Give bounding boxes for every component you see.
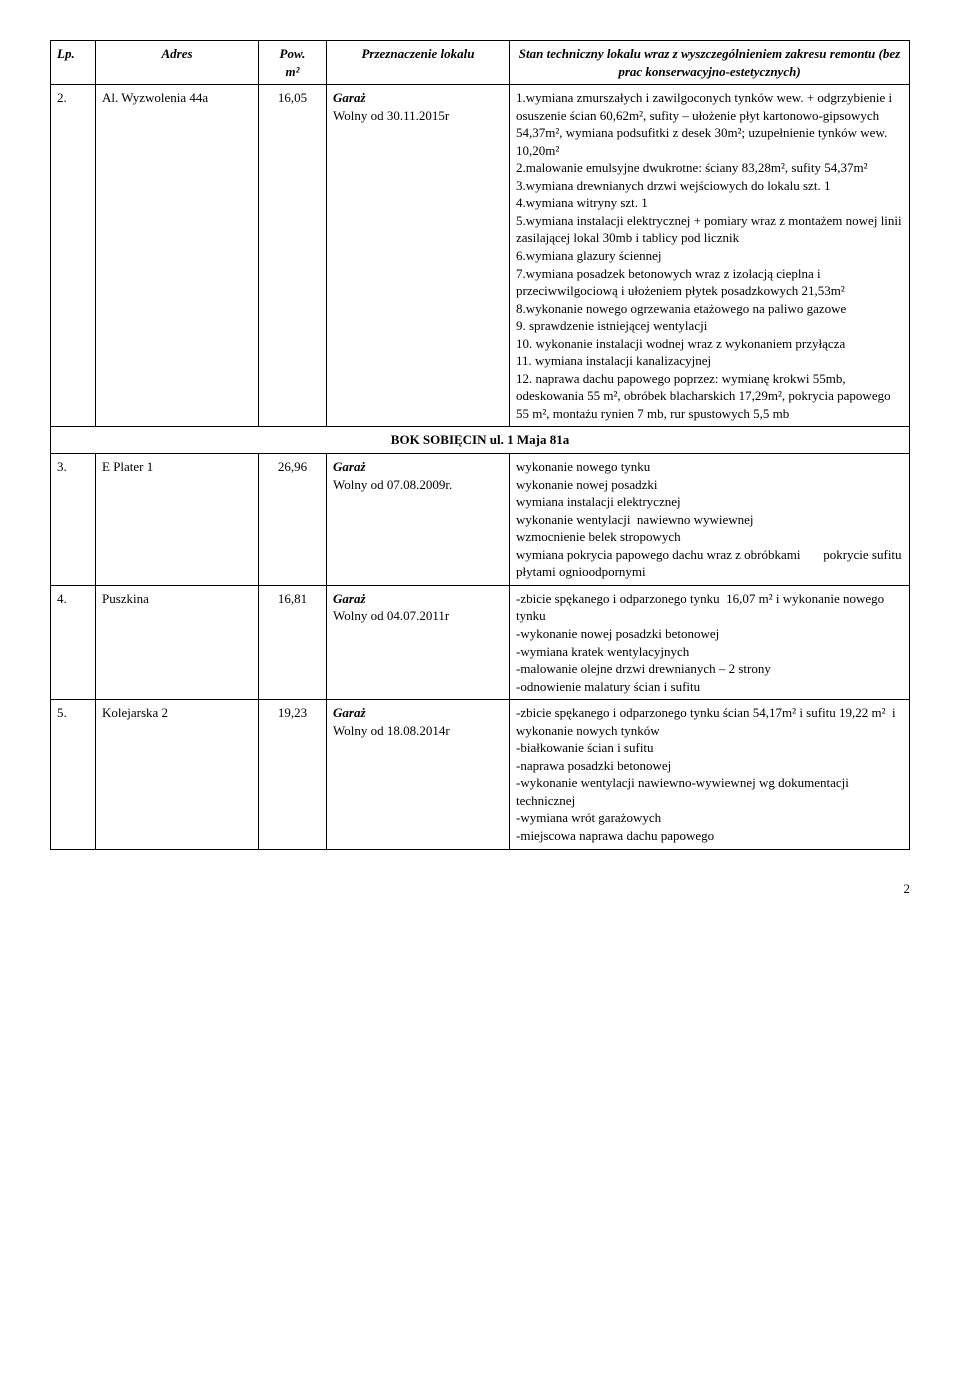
cell-stan: 1.wymiana zmurszałych i zawilgoconych ty… [510, 85, 910, 427]
przezn-wolny: Wolny od 07.08.2009r. [333, 477, 452, 492]
cell-lp: 5. [51, 700, 96, 849]
cell-adres: Al. Wyzwolenia 44a [96, 85, 259, 427]
col-stan: Stan techniczny lokalu wraz z wyszczegól… [510, 41, 910, 85]
cell-przezn: Garaż Wolny od 07.08.2009r. [327, 454, 510, 586]
cell-adres: Puszkina [96, 585, 259, 699]
przezn-type: Garaż [333, 459, 366, 474]
header-row: Lp. Adres Pow. m² Przeznaczenie lokalu S… [51, 41, 910, 85]
przezn-type: Garaż [333, 705, 366, 720]
pow-label: Pow. [280, 46, 306, 61]
col-pow: Pow. m² [259, 41, 327, 85]
cell-pow: 26,96 [259, 454, 327, 586]
table-row: 2. Al. Wyzwolenia 44a 16,05 Garaż Wolny … [51, 85, 910, 427]
cell-lp: 3. [51, 454, 96, 586]
col-lp: Lp. [51, 41, 96, 85]
przezn-wolny: Wolny od 18.08.2014r [333, 723, 450, 738]
pow-unit: m² [285, 64, 299, 79]
cell-pow: 16,05 [259, 85, 327, 427]
col-adres: Adres [96, 41, 259, 85]
table-row: 3. E Plater 1 26,96 Garaż Wolny od 07.08… [51, 454, 910, 586]
cell-stan: -zbicie spękanego i odparzonego tynku 16… [510, 585, 910, 699]
section-title: BOK SOBIĘCIN ul. 1 Maja 81a [51, 427, 910, 454]
cell-pow: 16,81 [259, 585, 327, 699]
przezn-wolny: Wolny od 04.07.2011r [333, 608, 449, 623]
page-number: 2 [50, 880, 910, 898]
table-row: 4. Puszkina 16,81 Garaż Wolny od 04.07.2… [51, 585, 910, 699]
cell-przezn: Garaż Wolny od 30.11.2015r [327, 85, 510, 427]
section-row: BOK SOBIĘCIN ul. 1 Maja 81a [51, 427, 910, 454]
col-przezn: Przeznaczenie lokalu [327, 41, 510, 85]
przezn-type: Garaż [333, 591, 366, 606]
main-table: Lp. Adres Pow. m² Przeznaczenie lokalu S… [50, 40, 910, 850]
cell-stan: wykonanie nowego tynku wykonanie nowej p… [510, 454, 910, 586]
cell-adres: Kolejarska 2 [96, 700, 259, 849]
przezn-type: Garaż [333, 90, 366, 105]
cell-stan: -zbicie spękanego i odparzonego tynku śc… [510, 700, 910, 849]
cell-lp: 4. [51, 585, 96, 699]
przezn-wolny: Wolny od 30.11.2015r [333, 108, 449, 123]
cell-pow: 19,23 [259, 700, 327, 849]
cell-lp: 2. [51, 85, 96, 427]
table-row: 5. Kolejarska 2 19,23 Garaż Wolny od 18.… [51, 700, 910, 849]
cell-przezn: Garaż Wolny od 18.08.2014r [327, 700, 510, 849]
cell-przezn: Garaż Wolny od 04.07.2011r [327, 585, 510, 699]
cell-adres: E Plater 1 [96, 454, 259, 586]
